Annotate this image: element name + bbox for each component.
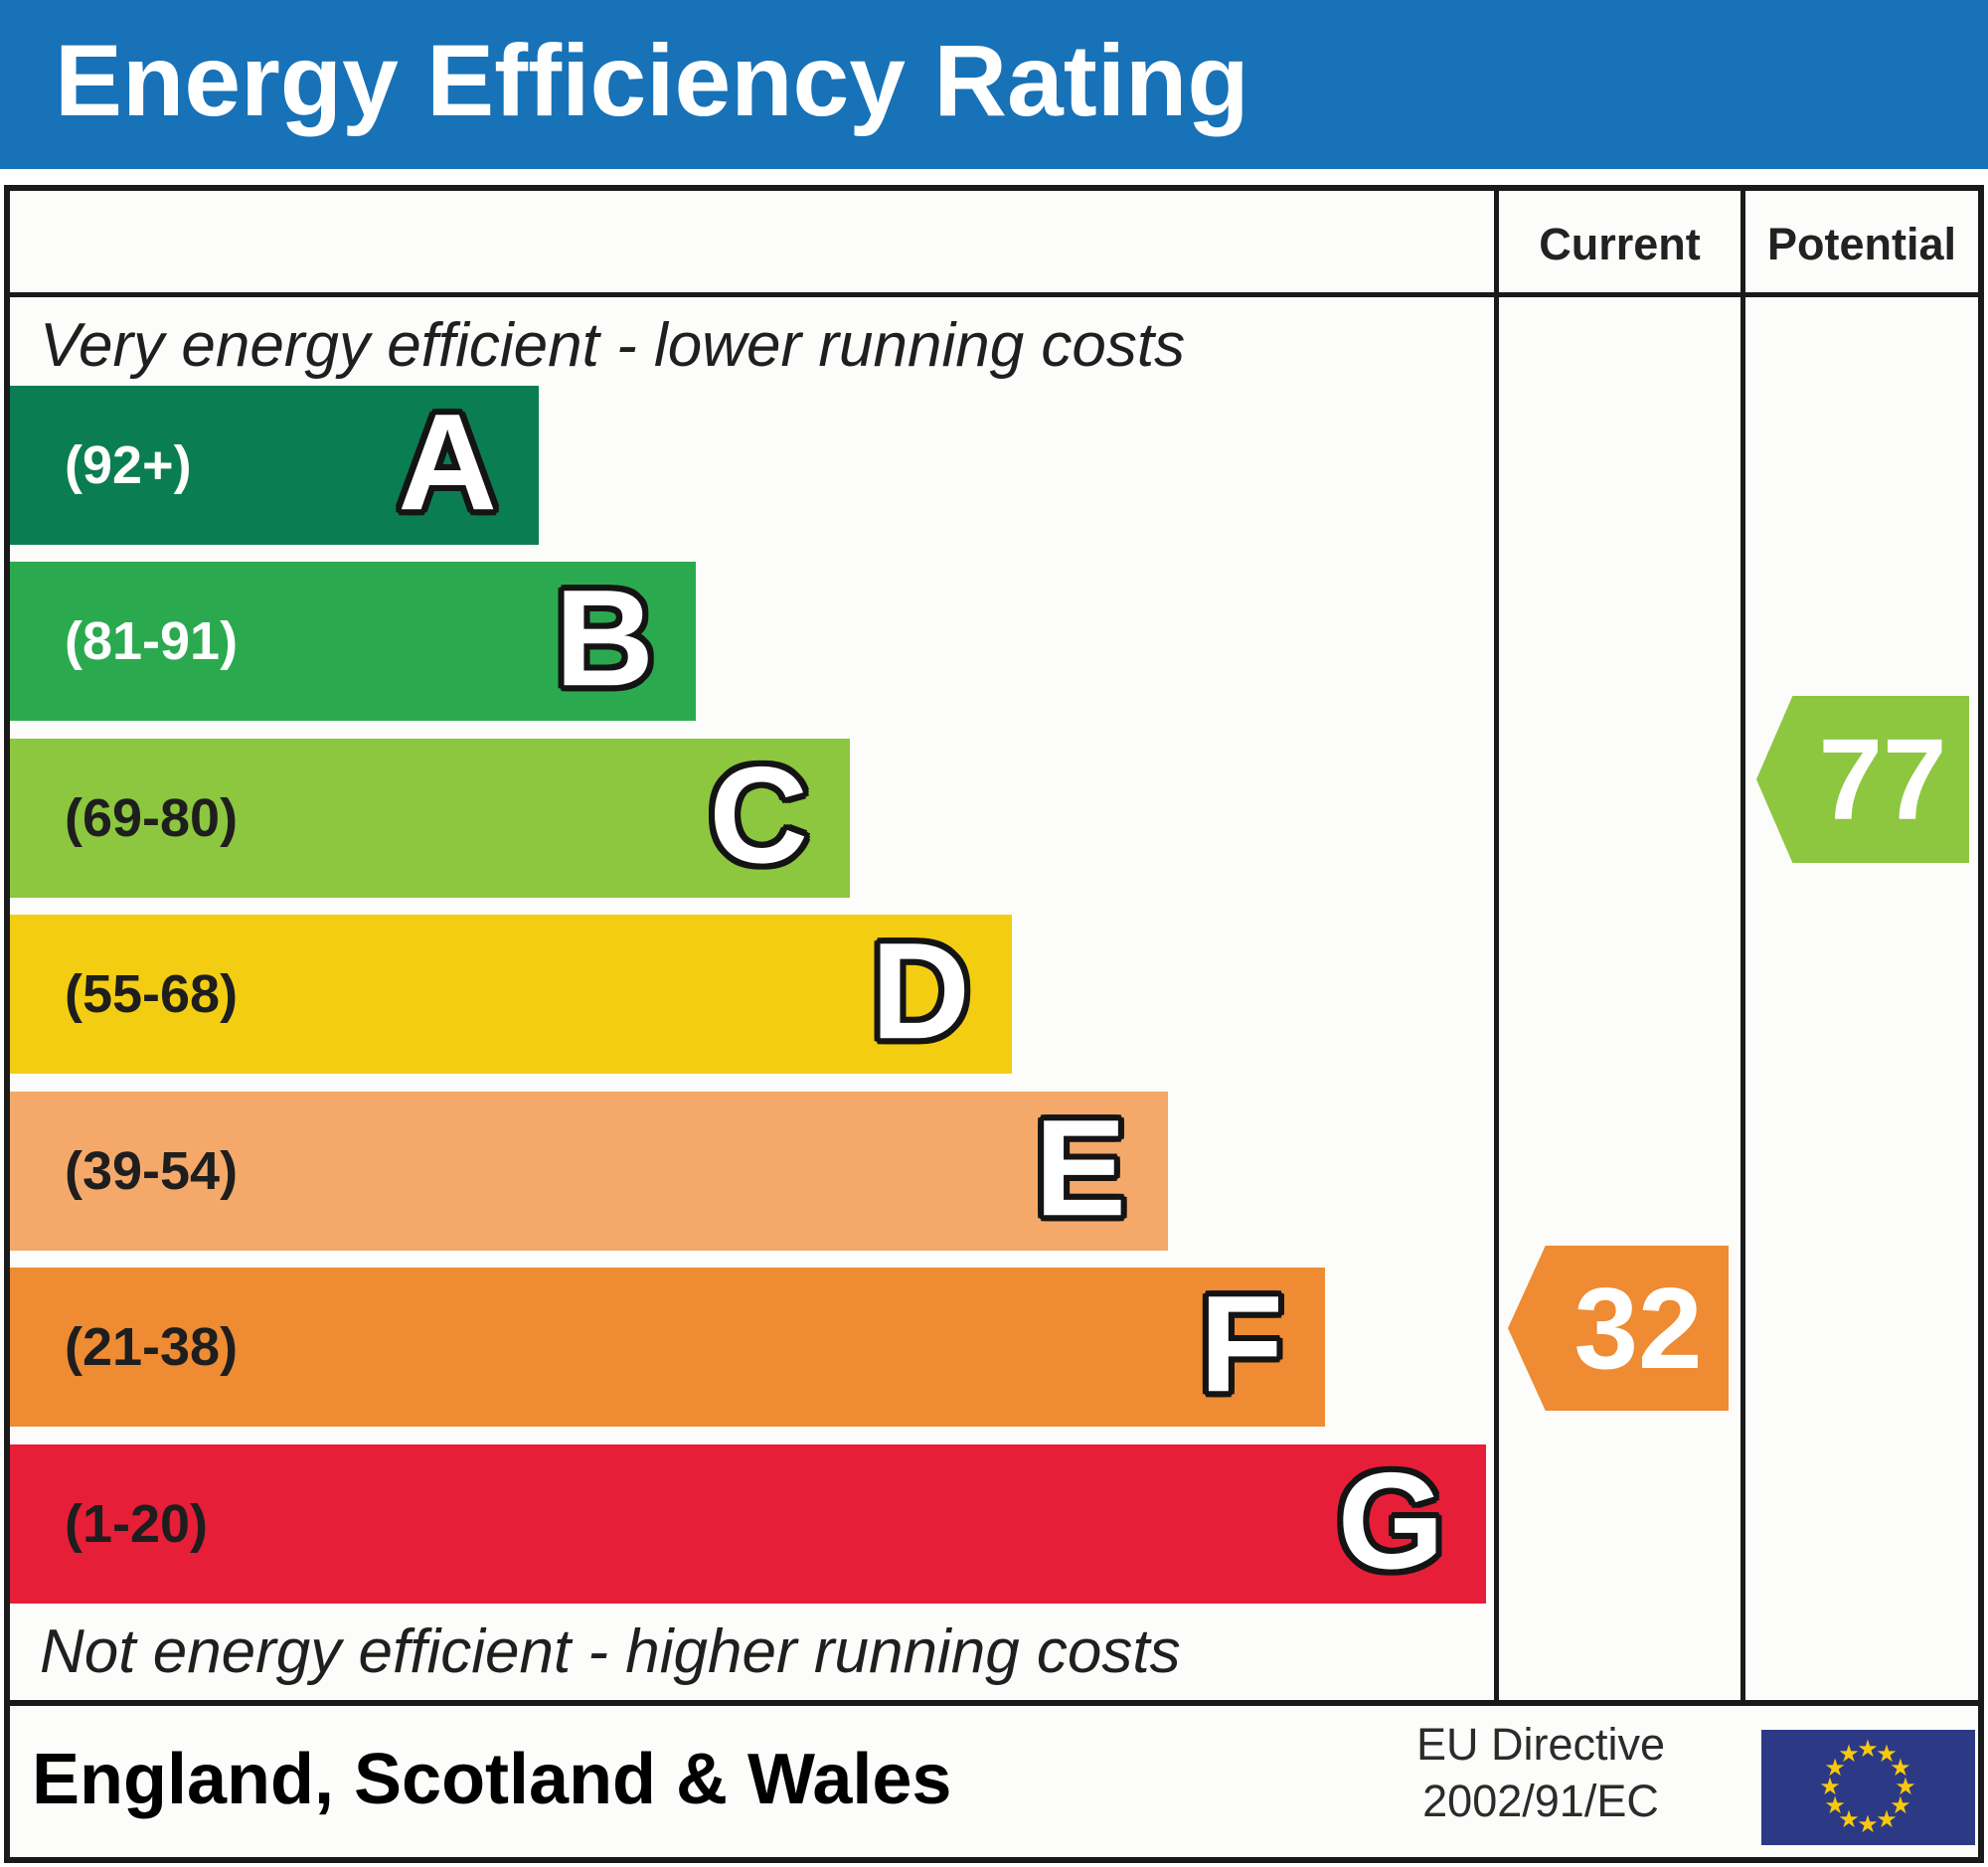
eu-flag-star: ★ — [1824, 1755, 1846, 1782]
column-divider-potential — [1740, 191, 1745, 1700]
eu-directive-line2: 2002/91/EC — [1422, 1776, 1659, 1826]
column-header-current: Current — [1539, 219, 1701, 269]
eu-flag-star: ★ — [1890, 1755, 1911, 1782]
band-letter: G — [1337, 1444, 1444, 1599]
band-letter: B — [555, 562, 654, 716]
potential-rating-value: 77 — [1818, 715, 1947, 844]
band-letter: D — [871, 915, 970, 1069]
eu-flag-star: ★ — [1895, 1774, 1916, 1800]
eu-flag-star: ★ — [1819, 1774, 1841, 1800]
band-letter: E — [1034, 1092, 1126, 1246]
band-range-label: (1-20) — [65, 1494, 209, 1554]
caption-very-efficient: Very energy efficient - lower running co… — [40, 311, 1186, 380]
eu-flag-star: ★ — [1838, 1741, 1860, 1769]
band-letter: A — [398, 386, 497, 540]
page-title: Energy Efficiency Rating — [55, 24, 1249, 137]
band-range-label: (39-54) — [65, 1141, 239, 1201]
potential-rating-marker: 77 — [1756, 696, 1969, 863]
title-bar: Energy Efficiency Rating — [0, 0, 1988, 169]
band-row: (69-80) C — [10, 739, 850, 898]
column-header-potential: Potential — [1766, 219, 1957, 269]
eu-directive-line1: EU Directive — [1415, 1719, 1666, 1770]
band-row: (55-68) D — [10, 915, 1012, 1074]
band-row: (81-91) B — [10, 562, 696, 721]
band-range-label: (81-91) — [65, 611, 239, 671]
header-row-divider — [10, 292, 1978, 297]
band-range-label: (21-38) — [65, 1317, 239, 1377]
caption-not-efficient: Not energy efficient - higher running co… — [40, 1617, 1181, 1686]
current-rating-marker: 32 — [1508, 1246, 1729, 1411]
eu-flag-star: ★ — [1890, 1792, 1911, 1819]
eu-flag-star: ★ — [1838, 1805, 1860, 1833]
current-rating-value: 32 — [1574, 1264, 1703, 1393]
eu-flag-star: ★ — [1857, 1736, 1879, 1763]
band-range-label: (69-80) — [65, 788, 239, 848]
column-divider-current — [1494, 191, 1499, 1700]
eu-flag-star: ★ — [1824, 1792, 1846, 1819]
band-row: (21-38) F — [10, 1268, 1325, 1427]
band-range-label: (92+) — [65, 435, 192, 495]
footer-bar — [4, 1706, 1984, 1863]
band-letter: C — [709, 739, 808, 893]
band-row: (92+) A — [10, 386, 539, 545]
eu-flag: ★ ★ ★ ★ ★ ★ ★ ★ ★ ★ ★ ★ — [1761, 1730, 1975, 1845]
band-letter: F — [1199, 1268, 1283, 1422]
band-row: (39-54) E — [10, 1092, 1168, 1251]
eu-flag-star: ★ — [1876, 1805, 1898, 1833]
band-row: (1-20) G — [10, 1444, 1486, 1604]
footer-region-label: England, Scotland & Wales — [32, 1740, 952, 1819]
band-range-label: (55-68) — [65, 964, 239, 1024]
eu-flag-star: ★ — [1857, 1811, 1879, 1838]
eu-directive-text: EU Directive 2002/91/EC — [1342, 1716, 1740, 1829]
eu-flag-star: ★ — [1876, 1741, 1898, 1769]
